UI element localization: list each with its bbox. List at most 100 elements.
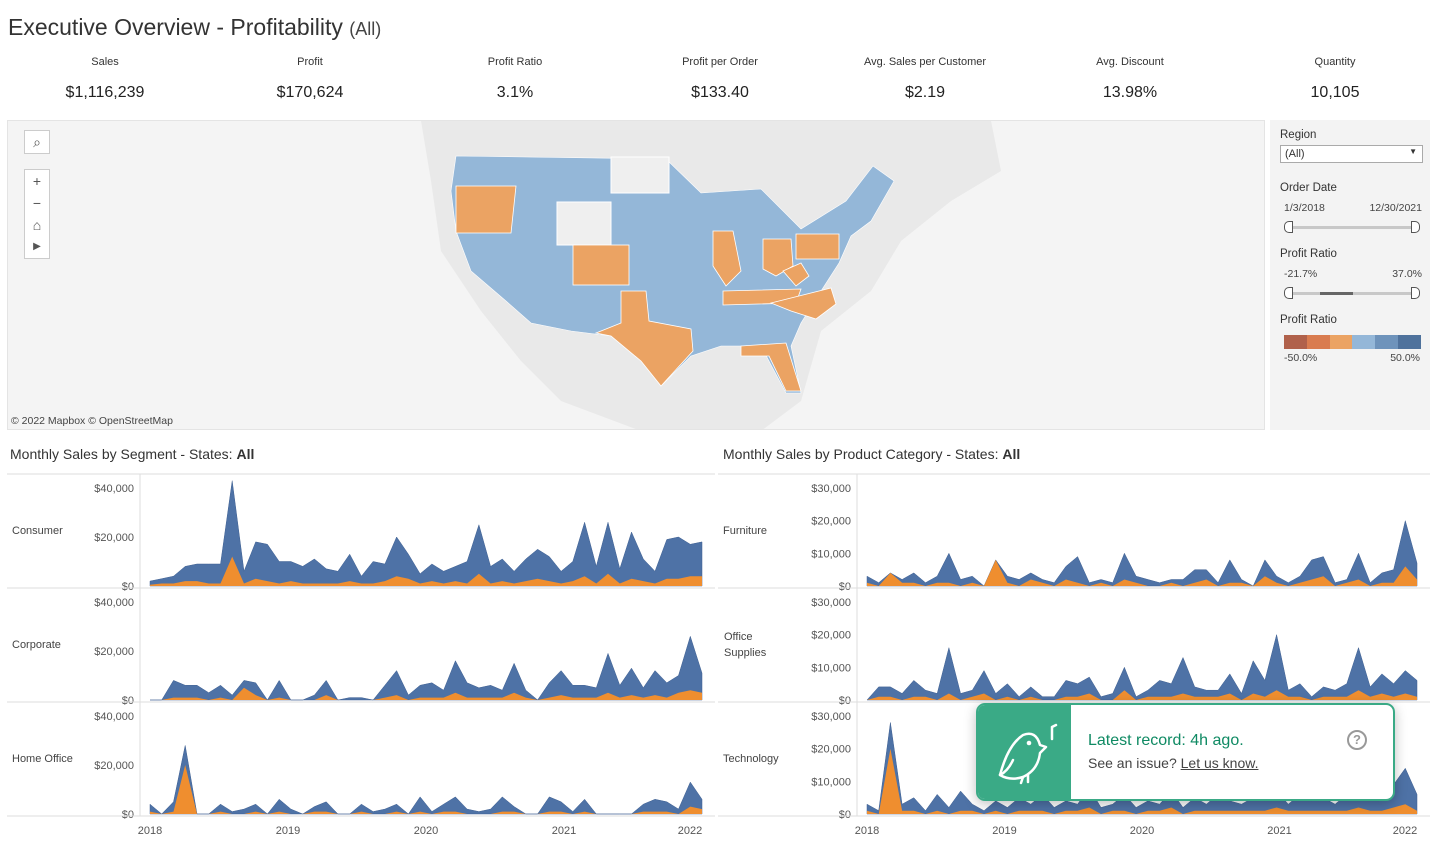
state-oregon[interactable] <box>455 185 517 234</box>
x-tick-label: 2021 <box>552 825 576 837</box>
y-tick-label: $0 <box>839 809 851 821</box>
order-date-min: 1/3/2018 <box>1284 202 1325 214</box>
state-illinois[interactable] <box>712 230 742 287</box>
help-icon[interactable]: ? <box>1347 730 1367 750</box>
region-dropdown[interactable]: (All) ▼ <box>1280 145 1423 163</box>
y-tick-label: $40,000 <box>94 597 134 609</box>
profit-ratio-min: -21.7% <box>1284 268 1318 280</box>
legend-swatch <box>1398 335 1421 349</box>
slider-min-handle[interactable] <box>1284 287 1293 299</box>
y-tick-label: $30,000 <box>811 597 851 609</box>
slider-max-handle[interactable] <box>1411 221 1420 233</box>
slider-min-handle[interactable] <box>1284 221 1293 233</box>
kpi-label: Avg. Discount <box>1096 56 1164 68</box>
panel-label: Furniture <box>723 525 767 537</box>
y-tick-label: $40,000 <box>94 711 134 723</box>
order-date-max: 12/30/2021 <box>1369 202 1422 214</box>
kpi-label: Profit per Order <box>682 56 758 68</box>
sales-area-home-office[interactable] <box>149 745 703 815</box>
profit-ratio-filter-label: Profit Ratio <box>1280 248 1337 260</box>
y-tick-label: $0 <box>122 695 134 707</box>
x-tick-label: 2019 <box>992 825 1016 837</box>
search-icon[interactable]: ⌕ <box>33 134 41 150</box>
region-label: Region <box>1280 129 1317 141</box>
legend-min: -50.0% <box>1284 352 1318 364</box>
profit-area-corporate[interactable] <box>150 687 702 700</box>
category-sales-chart[interactable]: Furniture $30,000 $20,000 $10,000 $0 Office Su… <box>718 472 1430 844</box>
panel-label-line: Office <box>724 631 753 643</box>
profit-area-office-supplies[interactable] <box>867 690 1417 700</box>
state-colorado[interactable] <box>572 244 630 286</box>
panel-label: Home Office <box>12 753 73 765</box>
x-tick-label: 2019 <box>276 825 300 837</box>
panel-label: Corporate <box>12 639 61 651</box>
bird-icon <box>978 705 1071 799</box>
profit-area-consumer[interactable] <box>150 556 702 586</box>
y-tick-label: $10,000 <box>811 662 851 674</box>
toast-title: Latest record: 4h ago. <box>1088 732 1244 749</box>
zoom-in-icon[interactable]: + <box>32 173 42 189</box>
sales-area-furniture[interactable] <box>866 520 1418 587</box>
play-icon[interactable]: ▶ <box>33 241 41 252</box>
x-tick-label: 2018 <box>138 825 162 837</box>
kpi-label: Profit Ratio <box>487 56 543 68</box>
kpi-avg-sales-per-customer: Avg. Sales per Customer $2.19 <box>825 50 1025 102</box>
kpi-value: $133.40 <box>691 84 749 101</box>
kpi-value: $2.19 <box>904 84 946 101</box>
profit-ratio-slider[interactable] <box>1284 287 1420 299</box>
category-section-title: Monthly Sales by Product Category - Stat… <box>723 446 1021 462</box>
y-tick-label: $30,000 <box>811 483 851 495</box>
sales-area-corporate[interactable] <box>150 635 703 701</box>
order-date-label: Order Date <box>1280 182 1337 194</box>
sales-area-office-supplies[interactable] <box>866 634 1418 701</box>
color-legend <box>1284 335 1421 349</box>
home-icon[interactable]: ⌂ <box>32 217 42 233</box>
sales-area-consumer[interactable] <box>149 480 703 587</box>
x-tick-label: 2018 <box>855 825 879 837</box>
slider-max-handle[interactable] <box>1411 287 1420 299</box>
panel-label: Office Supplies <box>724 631 767 659</box>
zoom-out-icon[interactable]: − <box>32 195 42 211</box>
kpi-quantity: Quantity 10,105 <box>1235 50 1434 102</box>
color-legend-label: Profit Ratio <box>1280 314 1337 326</box>
x-tick-label: 2021 <box>1267 825 1291 837</box>
kpi-value: 10,105 <box>1310 84 1360 101</box>
kpi-label: Avg. Sales per Customer <box>863 56 987 68</box>
kpi-bar: Sales $1,116,239 Profit $170,624 Profit Rati… <box>0 50 1434 116</box>
toast-message: See an issue? Let us know. <box>1088 755 1259 771</box>
kpi-value: 13.98% <box>1102 84 1158 101</box>
y-tick-label: $20,000 <box>94 532 134 544</box>
kpi-label: Sales <box>91 56 119 68</box>
segment-sales-chart[interactable]: Consumer $40,000 $20,000 $0 Corporate $40,000… <box>7 472 715 844</box>
map-zoom-controls: + − ⌂ ▶ <box>24 169 50 259</box>
state-pennsylvania[interactable] <box>795 233 840 260</box>
state-texas[interactable] <box>594 290 694 387</box>
panel-label-line: Supplies <box>724 647 767 659</box>
panel-label: Technology <box>723 753 779 765</box>
map-attribution: © 2022 Mapbox © OpenStreetMap <box>11 415 173 427</box>
y-tick-label: $20,000 <box>811 630 851 642</box>
legend-swatch <box>1352 335 1376 349</box>
x-tick-label: 2022 <box>1393 825 1417 837</box>
profit-ratio-max: 37.0% <box>1392 268 1422 280</box>
segment-section-title: Monthly Sales by Segment - States: All <box>10 446 255 462</box>
y-tick-label: $10,000 <box>811 776 851 788</box>
order-date-slider[interactable] <box>1284 221 1420 233</box>
state-north-carolina[interactable] <box>769 287 837 320</box>
y-tick-label: $0 <box>122 581 134 593</box>
filter-panel: Region (All) ▼ Order Date 1/3/2018 12/30/… <box>1270 120 1430 430</box>
map-search-button[interactable]: ⌕ <box>24 130 50 154</box>
y-tick-label: $20,000 <box>94 646 134 658</box>
state-west-virginia[interactable] <box>782 262 810 287</box>
slider-range-fill <box>1320 292 1353 295</box>
map-canvas[interactable] <box>8 121 1265 430</box>
y-tick-label: $30,000 <box>811 711 851 723</box>
freshness-toast: Latest record: 4h ago. See an issue? Let… <box>976 703 1395 801</box>
profit-area-furniture[interactable] <box>867 559 1417 586</box>
state-florida[interactable] <box>740 342 802 392</box>
report-issue-link[interactable]: Let us know. <box>1180 755 1259 771</box>
profit-ratio-map[interactable]: ⌕ + − ⌂ ▶ © 2022 Mapbox © OpenStreetMap <box>7 120 1265 430</box>
kpi-profit: Profit $170,624 <box>210 50 410 102</box>
y-tick-label: $40,000 <box>94 483 134 495</box>
kpi-value: 3.1% <box>496 84 534 101</box>
